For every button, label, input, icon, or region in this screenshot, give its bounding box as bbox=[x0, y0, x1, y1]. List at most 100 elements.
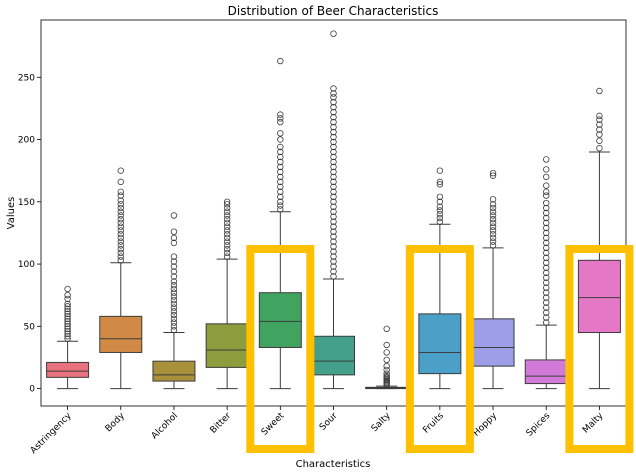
outlier-point bbox=[330, 238, 337, 245]
outlier-point bbox=[223, 245, 231, 253]
outlier-point bbox=[117, 188, 124, 196]
outlier-point bbox=[330, 123, 337, 131]
outlier-point bbox=[117, 219, 124, 227]
outlier-point bbox=[543, 209, 550, 217]
outlier-point bbox=[223, 216, 231, 223]
outlier-point bbox=[543, 294, 550, 301]
outlier-point bbox=[277, 115, 284, 122]
box-iqr bbox=[312, 335, 355, 376]
outlier-point bbox=[543, 259, 550, 267]
outlier-point bbox=[117, 242, 124, 249]
box-iqr bbox=[471, 318, 515, 367]
outlier-point bbox=[330, 213, 337, 220]
outlier-point bbox=[117, 253, 124, 260]
outlier-point bbox=[117, 178, 124, 186]
outlier-point bbox=[277, 111, 284, 118]
outlier-point bbox=[64, 318, 71, 325]
outlier-point bbox=[117, 216, 124, 223]
outlier-point bbox=[117, 201, 124, 208]
outlier-point bbox=[330, 118, 337, 126]
outlier-point bbox=[596, 145, 603, 152]
outlier-point bbox=[383, 341, 390, 349]
outlier-point bbox=[330, 253, 337, 260]
outlier-point bbox=[330, 98, 337, 106]
x-tick-label: Astringency bbox=[29, 411, 74, 456]
outlier-point bbox=[64, 330, 71, 337]
y-tick-label: 50 bbox=[24, 322, 36, 332]
outlier-point bbox=[170, 315, 178, 323]
outlier-point bbox=[489, 172, 497, 179]
outlier-point bbox=[64, 325, 71, 332]
outlier-point bbox=[64, 313, 71, 320]
outlier-point bbox=[330, 228, 337, 235]
outlier-point bbox=[330, 208, 337, 215]
outlier-point bbox=[277, 153, 284, 161]
outlier-point bbox=[543, 244, 550, 252]
outlier-point bbox=[489, 169, 497, 177]
outlier-point bbox=[489, 238, 497, 245]
outlier-point bbox=[64, 285, 71, 293]
outlier-point bbox=[64, 333, 71, 340]
outlier-point bbox=[64, 291, 71, 299]
outlier-point bbox=[489, 196, 497, 203]
outlier-point bbox=[64, 305, 71, 313]
x-tick-label: Hoppy bbox=[472, 411, 500, 439]
outlier-point bbox=[170, 285, 178, 293]
outlier-point bbox=[170, 268, 178, 275]
outlier-point bbox=[489, 230, 497, 238]
outlier-point bbox=[330, 248, 337, 255]
outlier-point bbox=[170, 212, 178, 219]
outlier-point bbox=[223, 223, 231, 230]
outlier-point bbox=[117, 204, 124, 212]
outlier-point bbox=[543, 234, 550, 242]
outlier-point bbox=[330, 268, 337, 275]
outlier-point bbox=[543, 269, 550, 276]
outlier-point bbox=[64, 295, 71, 303]
outlier-point bbox=[330, 128, 337, 136]
outlier-point bbox=[596, 137, 603, 144]
outlier-point bbox=[383, 366, 390, 374]
outlier-point bbox=[277, 206, 284, 213]
outlier-point bbox=[543, 299, 550, 306]
outlier-point bbox=[489, 208, 497, 215]
y-tick-label: 150 bbox=[18, 198, 35, 208]
outlier-point bbox=[383, 370, 390, 377]
x-tick-label: Alcohol bbox=[150, 411, 180, 441]
outlier-point bbox=[330, 143, 337, 151]
box-iqr bbox=[258, 292, 302, 348]
outlier-point bbox=[170, 323, 178, 330]
outlier-point bbox=[596, 121, 603, 128]
outlier-point bbox=[223, 253, 231, 260]
box-iqr bbox=[46, 361, 90, 378]
outlier-point bbox=[277, 163, 284, 171]
outlier-point bbox=[223, 212, 231, 219]
box-bitter bbox=[205, 198, 249, 390]
outlier-point bbox=[277, 188, 284, 196]
outlier-point bbox=[489, 216, 497, 223]
outlier-point bbox=[277, 198, 284, 205]
outlier-point bbox=[64, 315, 71, 323]
outlier-point bbox=[543, 219, 550, 227]
outlier-point bbox=[64, 323, 71, 330]
outlier-point bbox=[596, 126, 603, 133]
outlier-point bbox=[223, 238, 231, 245]
outlier-point bbox=[543, 304, 550, 311]
outlier-point bbox=[543, 314, 550, 321]
outlier-point bbox=[436, 214, 444, 222]
outlier-point bbox=[543, 182, 550, 189]
outlier-point bbox=[170, 273, 178, 280]
outlier-point bbox=[117, 167, 124, 174]
outlier-point bbox=[117, 234, 124, 242]
outlier-point bbox=[543, 156, 550, 163]
outlier-point bbox=[330, 218, 337, 225]
outlier-point bbox=[330, 193, 337, 201]
outlier-point bbox=[330, 198, 337, 205]
outlier-point bbox=[277, 183, 284, 191]
outlier-point bbox=[170, 304, 178, 311]
y-tick-label: 0 bbox=[29, 385, 35, 395]
x-tick-label: Salty bbox=[370, 411, 394, 435]
outlier-point bbox=[170, 289, 178, 296]
outlier-point bbox=[117, 197, 124, 204]
outlier-point bbox=[596, 131, 603, 138]
